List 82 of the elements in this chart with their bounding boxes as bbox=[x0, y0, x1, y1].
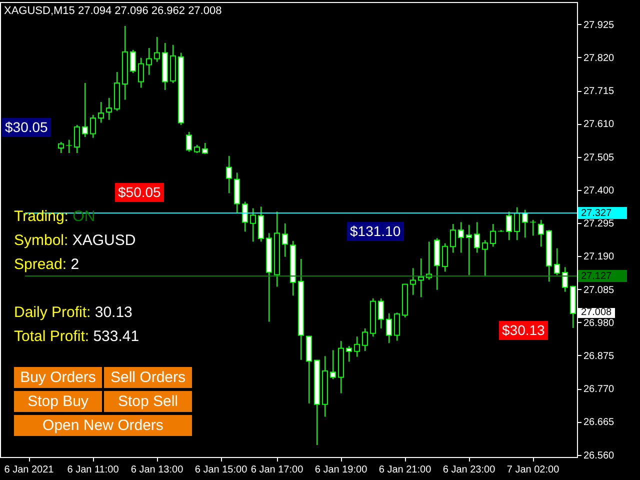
candlestick bbox=[242, 201, 248, 232]
annotation: Trading: ON bbox=[14, 208, 96, 225]
candlestick bbox=[466, 224, 472, 276]
x-tick-label: 6 Jan 23:00 bbox=[442, 464, 496, 476]
text: 27.008 bbox=[578, 307, 615, 318]
annotation: $131.10 bbox=[347, 222, 404, 241]
candlestick bbox=[554, 248, 560, 276]
button: Sell Orders bbox=[104, 367, 192, 388]
candlestick bbox=[410, 268, 416, 296]
candlestick bbox=[138, 57, 144, 88]
annotation: $30.05 bbox=[2, 118, 51, 137]
candlestick bbox=[474, 222, 480, 254]
candlestick bbox=[258, 206, 264, 242]
candlestick bbox=[530, 219, 536, 236]
candlestick bbox=[538, 219, 544, 248]
candlestick bbox=[506, 211, 512, 241]
candlestick bbox=[490, 223, 496, 248]
candlestick bbox=[386, 312, 392, 344]
x-tick-label: 6 Jan 2021 bbox=[4, 464, 54, 476]
annotation: $30.13 bbox=[499, 321, 548, 340]
ref-line-label: 27.127 bbox=[581, 271, 612, 282]
y-tick-label: 27.925 bbox=[584, 20, 615, 31]
annotation: Daily Profit: 30.13 bbox=[14, 304, 132, 321]
candlestick bbox=[98, 101, 104, 124]
button: Stop Buy bbox=[14, 391, 102, 412]
y-tick-label: 27.400 bbox=[584, 185, 615, 196]
candlestick bbox=[514, 206, 520, 241]
y-tick-label: 27.505 bbox=[584, 152, 615, 164]
candlestick bbox=[522, 209, 528, 238]
x-tick-label: 6 Jan 19:00 bbox=[314, 464, 368, 476]
button: Buy Orders bbox=[14, 367, 102, 388]
annotation: Total Profit: 533.41 bbox=[14, 328, 140, 345]
y-tick-label: 27.190 bbox=[584, 252, 615, 263]
candlestick bbox=[146, 48, 152, 76]
candlestick bbox=[202, 142, 208, 154]
candlestick bbox=[66, 139, 72, 154]
annotation: $50.05 bbox=[115, 183, 164, 202]
button: Stop Sell bbox=[104, 391, 192, 412]
y-tick-label: 26.560 bbox=[584, 450, 615, 462]
candlestick bbox=[82, 82, 88, 138]
candlestick bbox=[450, 223, 456, 254]
candlestick bbox=[562, 266, 568, 292]
y-tick-label: 26.665 bbox=[584, 417, 615, 428]
candlestick bbox=[394, 312, 400, 342]
candlestick bbox=[130, 49, 136, 74]
candlestick bbox=[186, 131, 192, 152]
candlestick bbox=[282, 222, 288, 258]
annotation: Spread: 2 bbox=[14, 256, 80, 273]
candlestick bbox=[106, 97, 112, 120]
x-tick-label: 6 Jan 21:00 bbox=[378, 464, 432, 476]
candlestick bbox=[90, 114, 96, 138]
candlestick bbox=[346, 346, 352, 362]
chart-title: XAGUSD,M15 27.094 27.096 26.962 27.008 bbox=[4, 5, 222, 17]
y-tick-label: 27.820 bbox=[584, 52, 615, 64]
y-tick-label: 26.980 bbox=[584, 318, 615, 329]
candlestick bbox=[442, 242, 448, 272]
x-tick-label: 6 Jan 11:00 bbox=[67, 464, 120, 476]
y-tick-label: 27.085 bbox=[584, 284, 615, 296]
ref-line-label: 27.327 bbox=[581, 208, 612, 219]
candlestick bbox=[58, 142, 64, 154]
button: Open New Orders bbox=[14, 415, 192, 436]
candlestick bbox=[458, 222, 464, 254]
annotation: Symbol: XAGUSD bbox=[14, 232, 136, 249]
y-tick-label: 27.610 bbox=[584, 119, 615, 130]
x-tick-label: 6 Jan 13:00 bbox=[130, 464, 184, 476]
candlestick bbox=[418, 258, 424, 298]
candlestick bbox=[354, 336, 360, 358]
candlestick bbox=[330, 350, 336, 380]
candlestick bbox=[154, 36, 160, 62]
candlestick bbox=[378, 298, 384, 329]
candlestick bbox=[226, 155, 232, 194]
x-tick-label: 7 Jan 02:00 bbox=[506, 464, 560, 476]
y-tick-label: 26.875 bbox=[584, 350, 615, 362]
candlestick bbox=[362, 328, 368, 352]
y-tick-label: 26.770 bbox=[584, 384, 615, 396]
x-tick-label: 6 Jan 17:00 bbox=[250, 464, 304, 476]
y-tick-label: 27.295 bbox=[584, 218, 615, 230]
candlestick bbox=[482, 240, 488, 278]
candlestick bbox=[74, 124, 80, 154]
x-tick-label: 6 Jan 15:00 bbox=[194, 464, 248, 476]
y-tick-label: 27.715 bbox=[584, 86, 615, 98]
candlestick bbox=[250, 208, 256, 242]
